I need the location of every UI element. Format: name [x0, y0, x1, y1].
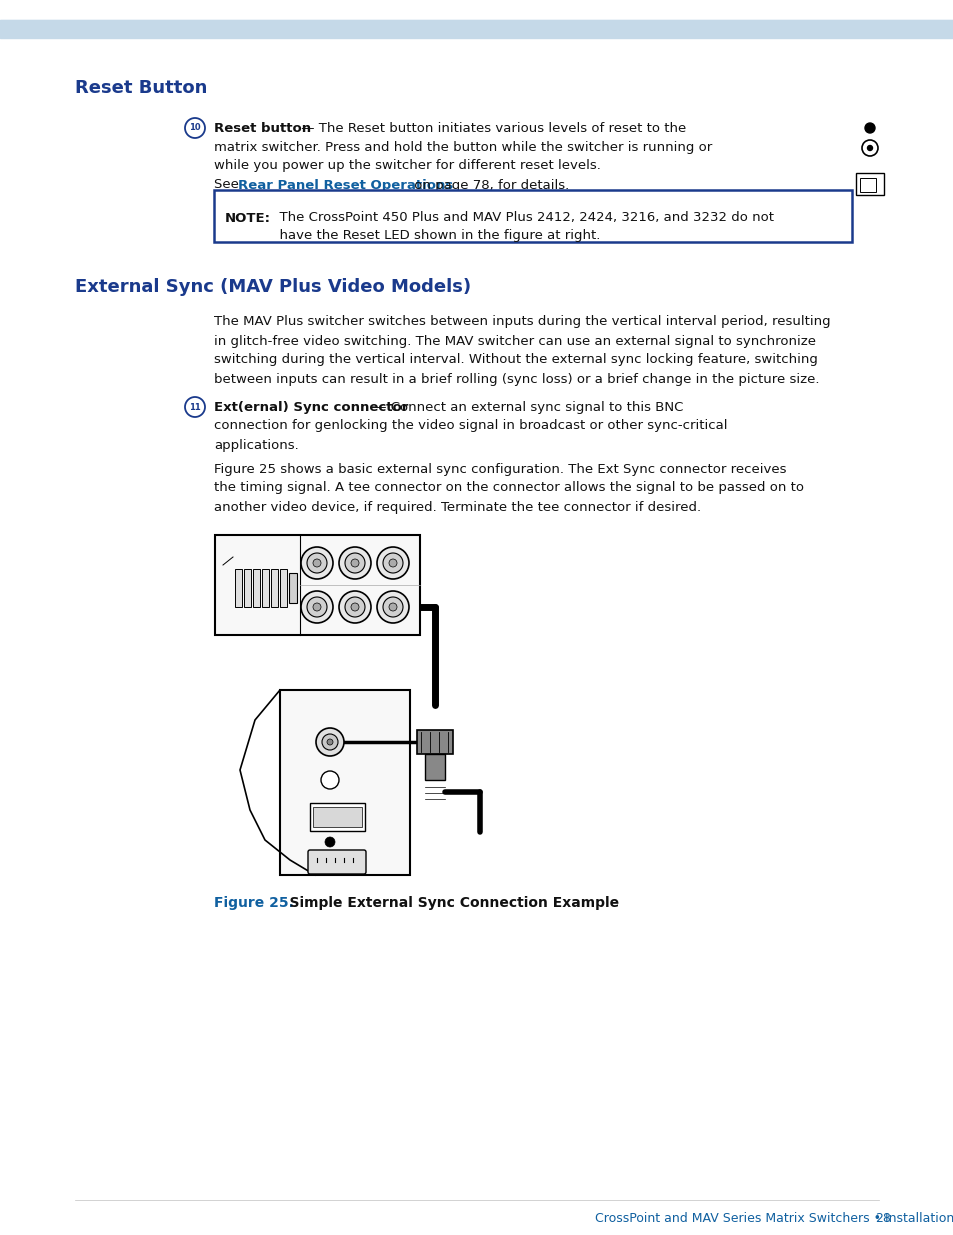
Circle shape [320, 771, 338, 789]
Text: CrossPoint and MAV Series Matrix Switchers • Installation: CrossPoint and MAV Series Matrix Switche… [595, 1212, 953, 1224]
Text: another video device, if required. Terminate the tee connector if desired.: another video device, if required. Termi… [213, 500, 700, 514]
Text: Rear Panel Reset Operations: Rear Panel Reset Operations [237, 179, 453, 191]
Bar [855, 173, 883, 195]
Text: the timing signal. A tee connector on the connector allows the signal to be pass: the timing signal. A tee connector on th… [213, 482, 803, 494]
Bar [280, 569, 287, 606]
Circle shape [345, 553, 365, 573]
Bar [262, 569, 269, 606]
Circle shape [864, 124, 874, 133]
Text: in glitch-free video switching. The MAV switcher can use an external signal to s: in glitch-free video switching. The MAV … [213, 335, 815, 347]
Circle shape [325, 837, 335, 847]
Text: 28: 28 [874, 1212, 890, 1224]
Bar [214, 535, 419, 635]
Bar [213, 190, 851, 242]
Text: applications.: applications. [213, 438, 298, 452]
Circle shape [345, 597, 365, 618]
Circle shape [313, 559, 320, 567]
Text: connection for genlocking the video signal in broadcast or other sync-critical: connection for genlocking the video sign… [213, 420, 727, 432]
Circle shape [338, 547, 371, 579]
Circle shape [307, 597, 327, 618]
Text: 10: 10 [189, 124, 200, 132]
Text: 11: 11 [189, 403, 201, 411]
Circle shape [389, 559, 396, 567]
Circle shape [351, 559, 358, 567]
Bar [416, 730, 453, 755]
Text: between inputs can result in a brief rolling (sync loss) or a brief change in th: between inputs can result in a brief rol… [213, 373, 819, 385]
Circle shape [389, 603, 396, 611]
Text: on page 78, for details.: on page 78, for details. [410, 179, 569, 191]
Text: matrix switcher. Press and hold the button while the switcher is running or: matrix switcher. Press and hold the butt… [213, 141, 712, 153]
Circle shape [327, 739, 333, 745]
Text: Ext(ernal) Sync connector: Ext(ernal) Sync connector [213, 400, 408, 414]
Bar [859, 178, 875, 191]
Bar [234, 569, 242, 606]
Text: Reset Button: Reset Button [75, 79, 207, 98]
Bar [280, 690, 410, 876]
Bar [253, 569, 260, 606]
Bar [271, 569, 277, 606]
Text: have the Reset LED shown in the figure at right.: have the Reset LED shown in the figure a… [271, 228, 599, 242]
Bar [313, 806, 361, 827]
Text: The CrossPoint 450 Plus and MAV Plus 2412, 2424, 3216, and 3232 do not: The CrossPoint 450 Plus and MAV Plus 241… [271, 211, 773, 225]
Circle shape [338, 592, 371, 622]
Circle shape [376, 592, 409, 622]
Circle shape [322, 734, 337, 750]
Circle shape [382, 597, 402, 618]
Text: See: See [213, 179, 243, 191]
Circle shape [307, 553, 327, 573]
Bar [0, 20, 953, 38]
Text: — The Reset button initiates various levels of reset to the: — The Reset button initiates various lev… [296, 121, 685, 135]
Text: Simple External Sync Connection Example: Simple External Sync Connection Example [270, 897, 618, 910]
Circle shape [301, 547, 333, 579]
Text: — Connect an external sync signal to this BNC: — Connect an external sync signal to thi… [369, 400, 682, 414]
Bar [0, 20, 953, 30]
Bar [310, 803, 365, 831]
Text: Reset button: Reset button [213, 121, 311, 135]
Circle shape [866, 146, 872, 151]
FancyBboxPatch shape [308, 850, 366, 874]
Text: NOTE:: NOTE: [225, 211, 271, 225]
Circle shape [315, 727, 344, 756]
Text: The MAV Plus switcher switches between inputs during the vertical interval perio: The MAV Plus switcher switches between i… [213, 315, 830, 329]
Circle shape [376, 547, 409, 579]
Circle shape [313, 603, 320, 611]
Bar [289, 573, 296, 603]
Bar [424, 755, 444, 781]
Text: Figure 25 shows a basic external sync configuration. The Ext Sync connector rece: Figure 25 shows a basic external sync co… [213, 462, 785, 475]
Circle shape [351, 603, 358, 611]
Bar [244, 569, 251, 606]
Text: while you power up the switcher for different reset levels.: while you power up the switcher for diff… [213, 159, 600, 173]
Text: switching during the vertical interval. Without the external sync locking featur: switching during the vertical interval. … [213, 353, 817, 367]
Circle shape [301, 592, 333, 622]
Text: Figure 25.: Figure 25. [213, 897, 294, 910]
Circle shape [382, 553, 402, 573]
Text: External Sync (MAV Plus Video Models): External Sync (MAV Plus Video Models) [75, 278, 471, 296]
